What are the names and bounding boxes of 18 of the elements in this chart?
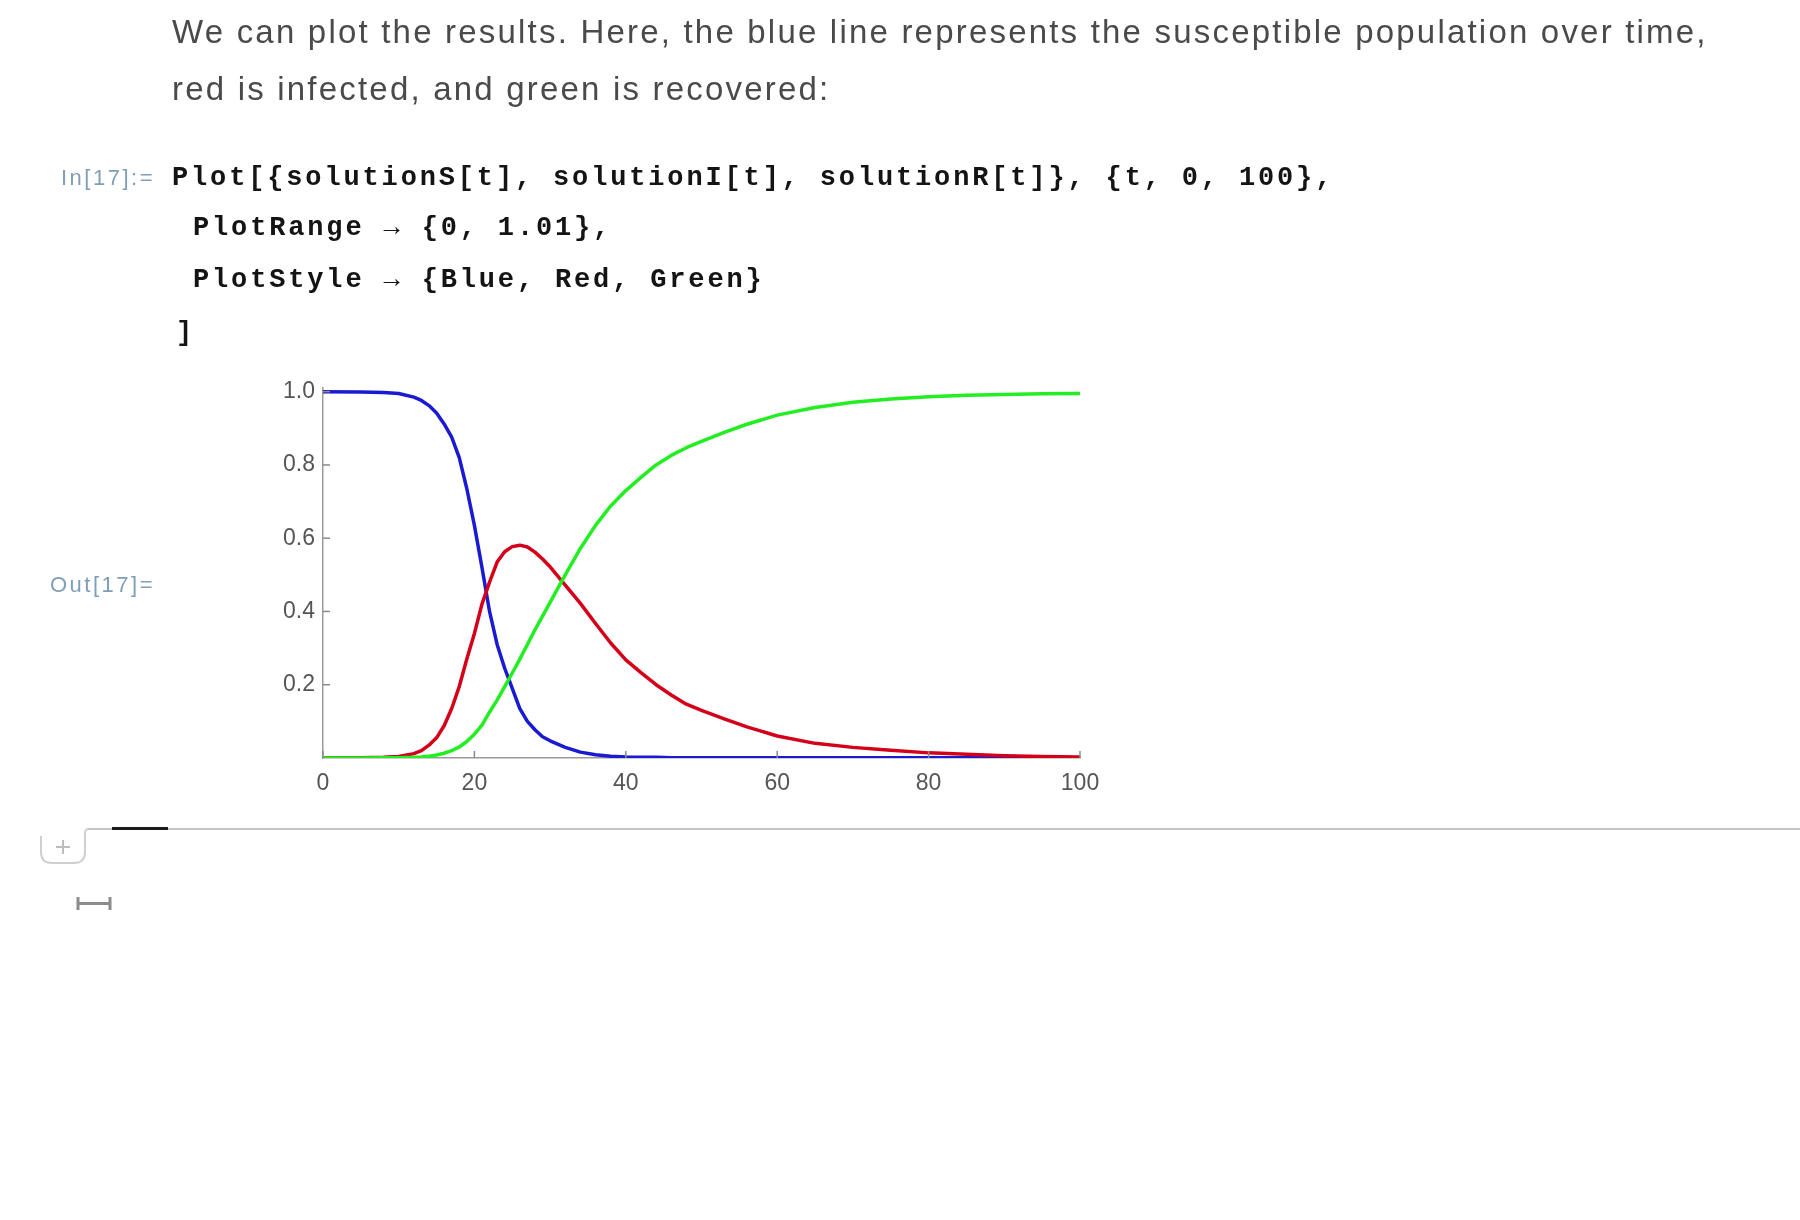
text: PlotStyle → {Blue, Red, Green} <box>193 265 765 295</box>
x-tick-label: 40 <box>613 769 639 796</box>
x-tick-label: 100 <box>1060 769 1100 796</box>
y-tick-label: 0.8 <box>283 450 315 477</box>
text: Plot[{solutionS[t], solutionI[t], solutionR[t]}, {t, 0, 100}, <box>172 163 1335 193</box>
text: In[17]:= <box>60 165 155 191</box>
text: ] <box>176 318 196 348</box>
text: PlotRange → {0, 1.01}, <box>193 213 613 243</box>
y-tick-label: 0.4 <box>283 596 316 623</box>
y-tick-label: 0.2 <box>283 670 315 697</box>
x-tick-label: 80 <box>915 769 942 796</box>
x-tick-label: 0 <box>316 769 330 796</box>
y-tick-label: 0.6 <box>283 523 315 550</box>
x-tick-label: 60 <box>764 769 790 796</box>
y-tick-label: 1.0 <box>283 377 315 404</box>
text: Out[17]= <box>49 572 155 598</box>
x-tick-label: 20 <box>461 769 488 796</box>
chart-title: We can plot the results. Here, the blue line represents the susceptible population over time, red is infected, and green is recovered: <box>172 12 1709 109</box>
